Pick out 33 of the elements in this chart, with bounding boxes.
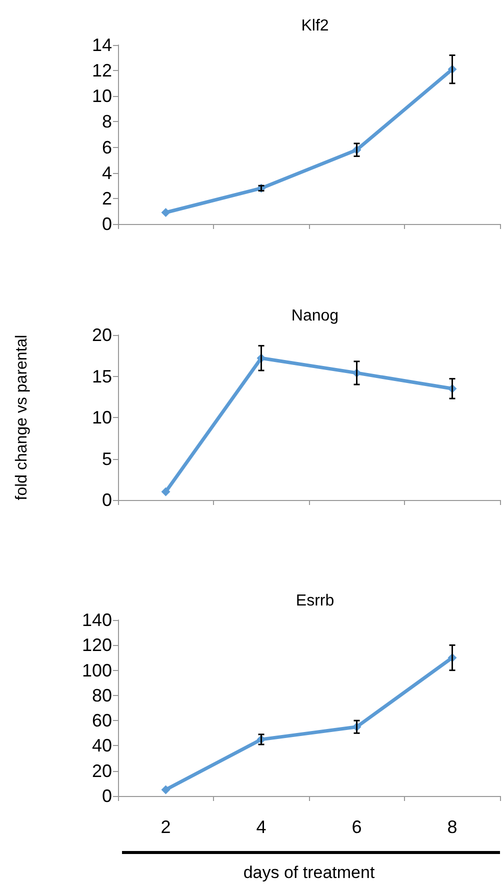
y-tick-label: 140 (82, 610, 112, 630)
y-axis-title: fold change vs parental (14, 334, 30, 500)
y-tick-label: 40 (92, 736, 112, 756)
y-tick-label: 15 (92, 366, 112, 386)
y-tick-label: 4 (102, 162, 112, 183)
y-tick-label: 0 (102, 490, 112, 510)
y-tick-label: 20 (92, 760, 112, 781)
y-tick-label: 0 (102, 214, 112, 234)
x-tick-label: 8 (447, 817, 458, 837)
point (161, 208, 170, 217)
x-tick-label: 6 (352, 817, 362, 837)
y-tick-label: 8 (102, 112, 112, 132)
x-tick-label: 4 (256, 817, 266, 837)
y-tick-label: 60 (92, 710, 112, 731)
y-tick-label: 14 (92, 35, 112, 55)
x-tick-label: 2 (160, 817, 171, 837)
y-tick-label: 10 (92, 86, 112, 106)
y-tick-label: 120 (82, 635, 112, 656)
chart-title: Nanog (291, 308, 339, 324)
y-tick-label: 6 (102, 137, 112, 158)
y-tick-label: 12 (92, 60, 112, 81)
y-tick-label: 80 (92, 685, 112, 706)
point (161, 785, 170, 794)
y-tick-label: 20 (92, 325, 112, 345)
chart-title: Esrrb (296, 592, 334, 610)
chart-title: Klf2 (301, 18, 329, 34)
x-axis-title: days of treatment (243, 863, 375, 882)
point (161, 487, 170, 496)
y-tick-label: 2 (102, 188, 112, 208)
y-tick-label: 10 (92, 408, 112, 428)
y-tick-label: 5 (102, 448, 112, 469)
y-tick-label: 0 (102, 786, 112, 806)
y-tick-label: 100 (82, 660, 112, 680)
